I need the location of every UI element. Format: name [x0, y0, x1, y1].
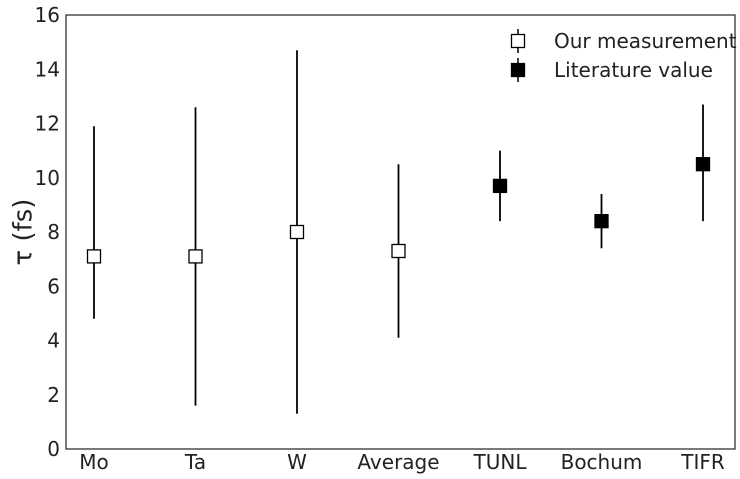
data-point-tunl — [492, 150, 508, 222]
legend: Our measurement Literature value — [510, 29, 737, 82]
axes-frame — [65, 14, 736, 450]
y-tick-label: 6 — [47, 274, 60, 298]
open-square-marker — [188, 249, 203, 264]
data-point-bochum — [594, 194, 609, 249]
y-tick-label: 14 — [35, 57, 60, 81]
x-tick-label: TIFR — [680, 450, 725, 474]
y-tick-label: 4 — [47, 329, 60, 353]
legend-label: Literature value — [554, 58, 713, 82]
plot-area: 0 2 4 6 8 10 12 14 16 Mo Ta W Average TUNL Bochum TIFR — [35, 3, 736, 474]
legend-open-square — [510, 33, 526, 49]
legend-label: Our measurement — [554, 29, 737, 53]
filled-square-marker — [594, 213, 609, 229]
data-point-mo — [86, 126, 102, 319]
y-tick-label: 16 — [35, 3, 60, 27]
x-tick-label: TUNL — [473, 450, 528, 474]
y-axis-label: τ (fs) — [9, 199, 39, 266]
y-tick-label: 0 — [47, 437, 60, 461]
x-tick-label: W — [287, 450, 307, 474]
legend-filled-square — [510, 62, 526, 78]
open-square-marker — [391, 243, 406, 259]
x-tick-label: Bochum — [561, 450, 643, 474]
legend-entry: Literature value — [510, 58, 713, 82]
y-tick-label: 12 — [35, 112, 60, 136]
y-tick-label: 10 — [35, 166, 60, 190]
y-tick-label: 2 — [47, 383, 60, 407]
x-tick-label: Average — [357, 450, 439, 474]
filled-square-marker — [695, 157, 711, 172]
data-point-tifr — [695, 104, 711, 222]
y-tick-label: 8 — [47, 220, 60, 244]
legend-entry: Our measurement — [510, 29, 737, 53]
filled-square-marker — [492, 178, 508, 194]
x-tick-label: Mo — [79, 450, 109, 474]
open-square-marker — [289, 224, 305, 240]
data-point-w — [289, 50, 305, 414]
x-tick-label: Ta — [184, 450, 206, 474]
open-square-marker — [86, 249, 102, 264]
data-point-ta — [188, 107, 203, 406]
data-point-average — [391, 164, 406, 338]
